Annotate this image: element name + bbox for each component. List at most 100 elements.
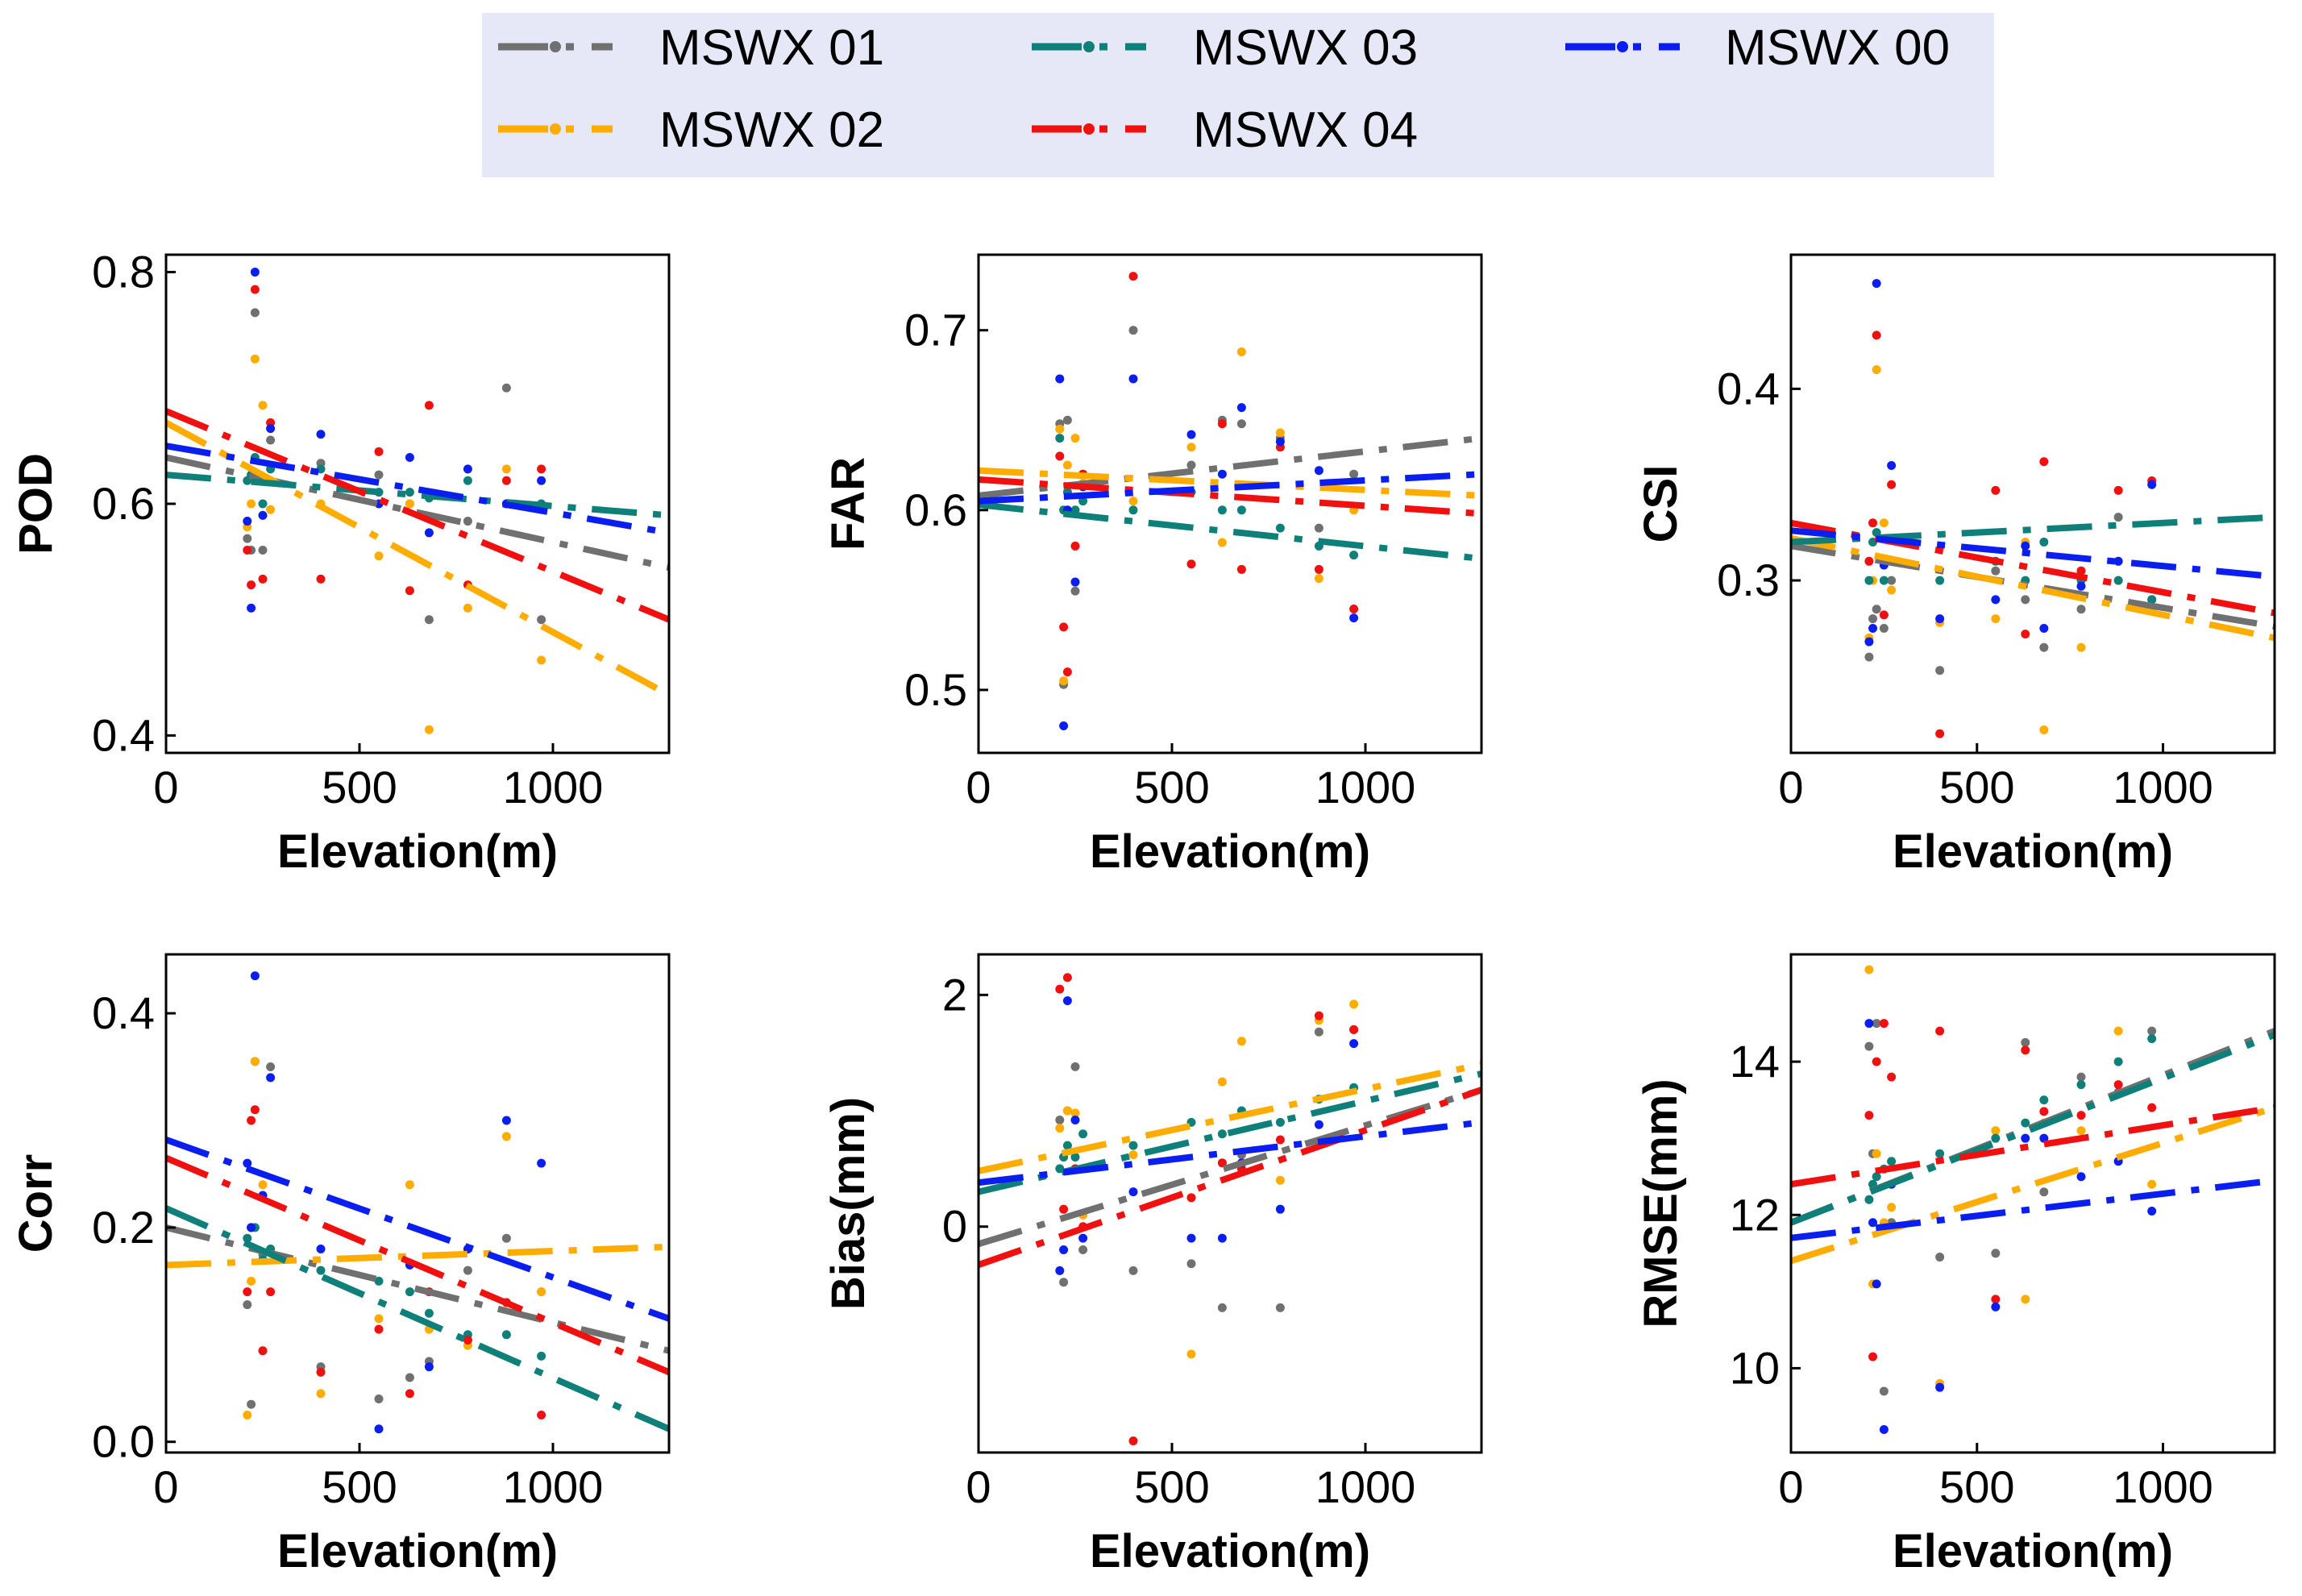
point-bias-mswx-03 xyxy=(1062,1141,1072,1150)
point-pod-mswx-00 xyxy=(405,453,414,463)
point-far-mswx-04 xyxy=(1059,622,1069,632)
point-csi-mswx-04 xyxy=(1864,556,1874,566)
x-tick-label-far: 500 xyxy=(1134,762,1209,813)
point-pod-mswx-02 xyxy=(405,499,414,509)
point-far-mswx-04 xyxy=(1349,605,1359,614)
legend-marker-mswx-01 xyxy=(550,41,561,52)
point-corr-mswx-03 xyxy=(316,1266,326,1275)
point-rmse-mswx-03 xyxy=(1864,1195,1874,1204)
point-rmse-mswx-00 xyxy=(1935,1382,1945,1392)
trendline-csi-mswx-04 xyxy=(1791,519,2275,617)
point-rmse-mswx-03 xyxy=(1872,1172,1881,1182)
point-far-mswx-02 xyxy=(1236,347,1246,356)
point-corr-mswx-02 xyxy=(243,1410,252,1419)
plot-area-corr xyxy=(166,971,669,1434)
panel-bias-xlabel: Elevation(m) xyxy=(1090,1525,1370,1577)
point-corr-mswx-02 xyxy=(501,1132,511,1141)
trendline-far-mswx-03 xyxy=(979,501,1481,563)
y-tick-label-far: 0.7 xyxy=(904,305,967,355)
point-pod-mswx-00 xyxy=(316,430,326,439)
point-bias-mswx-04 xyxy=(1217,1158,1227,1168)
point-csi-mswx-04 xyxy=(2021,630,2030,639)
trendline-bias-mswx-03 xyxy=(979,1070,1481,1195)
point-far-mswx-02 xyxy=(1186,443,1196,452)
trendline-bias-mswx-01 xyxy=(979,1087,1481,1248)
point-corr-mswx-01 xyxy=(405,1373,414,1382)
point-bias-mswx-02 xyxy=(1186,1349,1196,1359)
point-corr-mswx-04 xyxy=(266,1287,276,1297)
point-csi-mswx-02 xyxy=(2039,725,2049,734)
legend-entry-mswx-04: MSWX 04 xyxy=(1032,102,1418,158)
legend-label-mswx-03: MSWX 03 xyxy=(1193,20,1418,76)
trendline-rmse-mswx-04 xyxy=(1791,1104,2275,1188)
point-rmse-mswx-03 xyxy=(2076,1080,2086,1090)
trendline-far-mswx-00 xyxy=(979,471,1481,505)
x-tick-label-csi: 500 xyxy=(1939,762,2014,813)
point-far-mswx-03 xyxy=(1128,505,1138,515)
point-rmse-mswx-00 xyxy=(2039,1133,2049,1143)
point-csi-mswx-02 xyxy=(2076,642,2086,652)
panel-corr-xlabel: Elevation(m) xyxy=(277,1525,558,1577)
trendline-rmse-mswx-03 xyxy=(1791,1032,2275,1226)
legend-background xyxy=(482,13,1994,177)
point-bias-mswx-00 xyxy=(1217,1233,1227,1243)
point-rmse-mswx-03 xyxy=(1991,1133,2001,1143)
point-corr-mswx-04 xyxy=(463,1335,472,1345)
x-tick-label-pod: 1000 xyxy=(503,762,604,813)
legend-label-mswx-04: MSWX 04 xyxy=(1193,102,1418,158)
x-tick-label-bias: 500 xyxy=(1134,1461,1209,1512)
point-far-mswx-01 xyxy=(1070,586,1080,596)
panel-rmse-xlabel: Elevation(m) xyxy=(1893,1525,2173,1577)
point-corr-mswx-04 xyxy=(247,1116,256,1125)
trendline-far-mswx-04 xyxy=(979,476,1481,517)
point-rmse-mswx-04 xyxy=(2113,1080,2123,1090)
point-far-mswx-03 xyxy=(1349,551,1359,560)
legend-entry-mswx-02: MSWX 02 xyxy=(498,102,884,158)
panel-far-xlabel: Elevation(m) xyxy=(1090,825,1370,878)
point-rmse-mswx-04 xyxy=(1879,1019,1889,1029)
plot-area-far xyxy=(979,272,1481,731)
point-far-mswx-03 xyxy=(1078,497,1088,506)
point-far-mswx-01 xyxy=(1314,523,1323,533)
x-tick-label-rmse: 1000 xyxy=(2113,1461,2213,1512)
point-csi-mswx-00 xyxy=(2147,480,2157,489)
point-corr-mswx-01 xyxy=(501,1233,511,1243)
legend-marker-mswx-00 xyxy=(1617,41,1628,52)
point-far-mswx-00 xyxy=(1070,577,1080,587)
point-csi-mswx-01 xyxy=(1935,666,1945,675)
point-bias-mswx-01 xyxy=(1055,1116,1065,1125)
point-far-mswx-00 xyxy=(1314,466,1323,476)
point-far-mswx-02 xyxy=(1055,424,1065,434)
point-rmse-mswx-03 xyxy=(2021,1118,2030,1128)
axes-frame-corr xyxy=(164,953,671,1454)
trendline-far-mswx-01 xyxy=(979,434,1481,499)
point-pod-mswx-03 xyxy=(405,488,414,497)
point-far-mswx-04 xyxy=(1217,419,1227,429)
point-rmse-mswx-04 xyxy=(2076,1111,2086,1120)
legend-entry-mswx-01: MSWX 01 xyxy=(498,20,884,76)
y-tick-label-corr: 0.4 xyxy=(92,987,155,1038)
point-bias-mswx-03 xyxy=(1070,1153,1080,1162)
point-rmse-mswx-04 xyxy=(1887,1072,1897,1082)
point-far-mswx-03 xyxy=(1217,505,1227,515)
point-corr-mswx-02 xyxy=(247,1276,256,1286)
point-bias-mswx-00 xyxy=(1055,1266,1065,1275)
trendline-pod-mswx-02 xyxy=(166,419,669,698)
point-pod-mswx-02 xyxy=(424,725,434,734)
point-pod-mswx-01 xyxy=(424,615,434,625)
point-rmse-mswx-01 xyxy=(2021,1037,2030,1047)
legend-label-mswx-00: MSWX 00 xyxy=(1725,20,1950,76)
point-bias-mswx-04 xyxy=(1314,1011,1323,1020)
point-csi-mswx-00 xyxy=(1864,637,1874,646)
point-corr-mswx-04 xyxy=(250,1105,260,1115)
point-corr-mswx-00 xyxy=(266,1073,276,1083)
point-rmse-mswx-01 xyxy=(2076,1072,2086,1082)
point-pod-mswx-04 xyxy=(258,574,268,584)
point-csi-mswx-01 xyxy=(2039,642,2049,652)
point-far-mswx-03 xyxy=(1275,523,1285,533)
point-csi-mswx-03 xyxy=(1864,576,1874,585)
point-corr-mswx-01 xyxy=(463,1266,472,1275)
point-bias-mswx-01 xyxy=(1217,1303,1227,1312)
point-far-mswx-04 xyxy=(1055,451,1065,461)
trendline-csi-mswx-00 xyxy=(1791,527,2275,580)
